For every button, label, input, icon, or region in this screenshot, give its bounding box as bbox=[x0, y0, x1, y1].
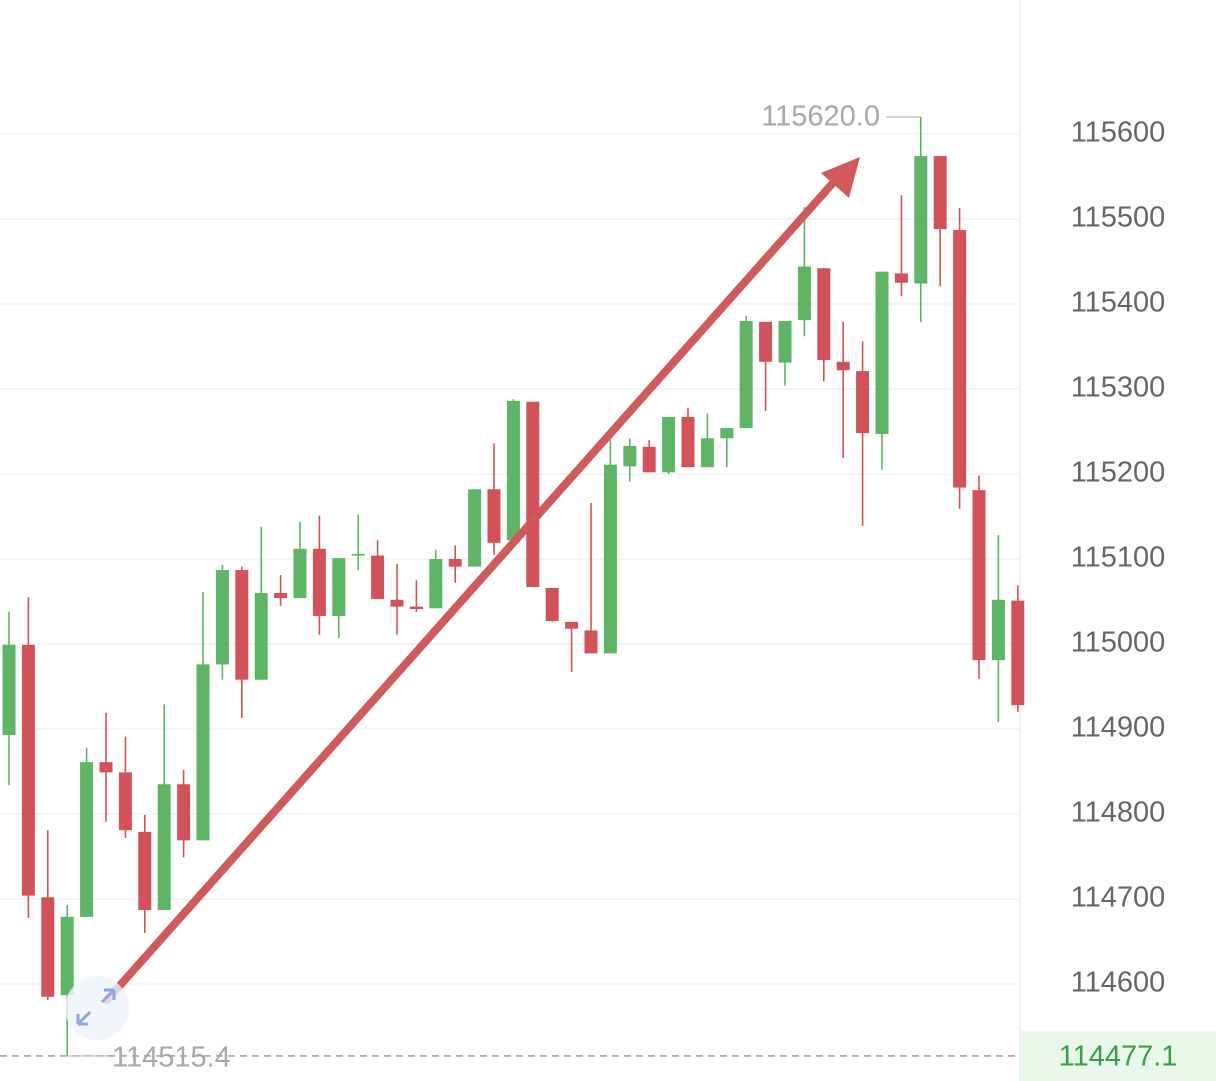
candle-body bbox=[894, 273, 908, 283]
candle-body bbox=[2, 644, 16, 735]
candle-body bbox=[720, 428, 734, 439]
candle-body bbox=[565, 621, 579, 629]
icon-bg bbox=[65, 976, 129, 1040]
candle-body bbox=[623, 445, 637, 467]
candle-body bbox=[817, 268, 831, 361]
candle-body bbox=[991, 599, 1005, 661]
candle-body bbox=[1011, 600, 1025, 706]
candle-body bbox=[759, 321, 773, 362]
expand-icon[interactable] bbox=[65, 976, 129, 1040]
candle-body bbox=[836, 361, 850, 371]
candle-body bbox=[254, 592, 268, 680]
candle-body bbox=[681, 417, 695, 468]
candle-body bbox=[739, 320, 753, 429]
candle-body bbox=[953, 230, 967, 488]
y-tick-label: 114700 bbox=[1071, 882, 1166, 914]
candle-body bbox=[797, 266, 811, 321]
candles bbox=[2, 116, 1025, 1056]
candle-body bbox=[778, 320, 792, 363]
candle-body bbox=[933, 156, 947, 230]
candle-body bbox=[972, 490, 986, 661]
y-tick-label: 114800 bbox=[1071, 797, 1166, 829]
candle-body bbox=[60, 916, 74, 996]
overlay: 115620.0 114515.4 bbox=[0, 101, 1020, 1074]
candle-body bbox=[390, 599, 404, 607]
candle-body bbox=[914, 156, 928, 284]
candle-body bbox=[293, 548, 307, 599]
candle-body bbox=[875, 271, 889, 435]
y-tick-label: 115300 bbox=[1071, 372, 1166, 404]
last-price-label: 114477.1 bbox=[1059, 1041, 1178, 1073]
last-price-box bbox=[1021, 1031, 1216, 1081]
y-tick-label: 115600 bbox=[1071, 117, 1166, 149]
candle-body bbox=[332, 558, 346, 616]
candle-body bbox=[371, 555, 385, 599]
low-marker-label: 114515.4 bbox=[112, 1042, 231, 1074]
high-marker-label: 115620.0 bbox=[761, 101, 880, 133]
candle-body bbox=[235, 570, 249, 680]
candle-body bbox=[99, 762, 113, 773]
candle-body bbox=[526, 401, 540, 588]
candle-body bbox=[487, 489, 501, 543]
candle-body bbox=[642, 446, 656, 473]
candle-body bbox=[662, 417, 676, 473]
y-tick-label: 114900 bbox=[1071, 712, 1166, 744]
trend-arrow-head bbox=[821, 157, 860, 198]
candle-body bbox=[118, 772, 132, 831]
candle-body bbox=[448, 558, 462, 567]
y-tick-label: 114600 bbox=[1071, 967, 1166, 999]
icon-arrows bbox=[76, 988, 116, 1026]
candle-body bbox=[80, 762, 94, 917]
y-tick-label: 115500 bbox=[1071, 202, 1166, 234]
candle-body bbox=[138, 831, 152, 911]
trend-arrow-line bbox=[103, 180, 836, 1004]
candle-body bbox=[545, 587, 559, 622]
candle-body bbox=[856, 371, 870, 434]
candle-body bbox=[506, 400, 520, 541]
candle-body bbox=[429, 558, 443, 609]
y-tick-label: 115000 bbox=[1071, 627, 1166, 659]
candle-body bbox=[409, 606, 423, 610]
candle-body bbox=[351, 553, 365, 556]
candle-body bbox=[312, 548, 326, 616]
candle-body bbox=[215, 570, 229, 665]
y-tick-label: 115200 bbox=[1071, 457, 1166, 489]
candle-body bbox=[603, 464, 617, 654]
candle-body bbox=[157, 784, 171, 911]
y-tick-label: 115100 bbox=[1071, 542, 1166, 574]
y-tick-label: 115400 bbox=[1071, 287, 1166, 319]
candle-body bbox=[196, 664, 210, 841]
y-axis: 114600 114700 114800 114900 115000 115100 1152… bbox=[1021, 117, 1216, 1081]
candle-body bbox=[468, 489, 482, 567]
candle-body bbox=[274, 592, 288, 599]
candle-body bbox=[177, 784, 191, 841]
candle-body bbox=[21, 644, 35, 896]
candle-body bbox=[700, 438, 714, 468]
candle-body bbox=[41, 897, 55, 997]
candle-body bbox=[584, 630, 598, 654]
